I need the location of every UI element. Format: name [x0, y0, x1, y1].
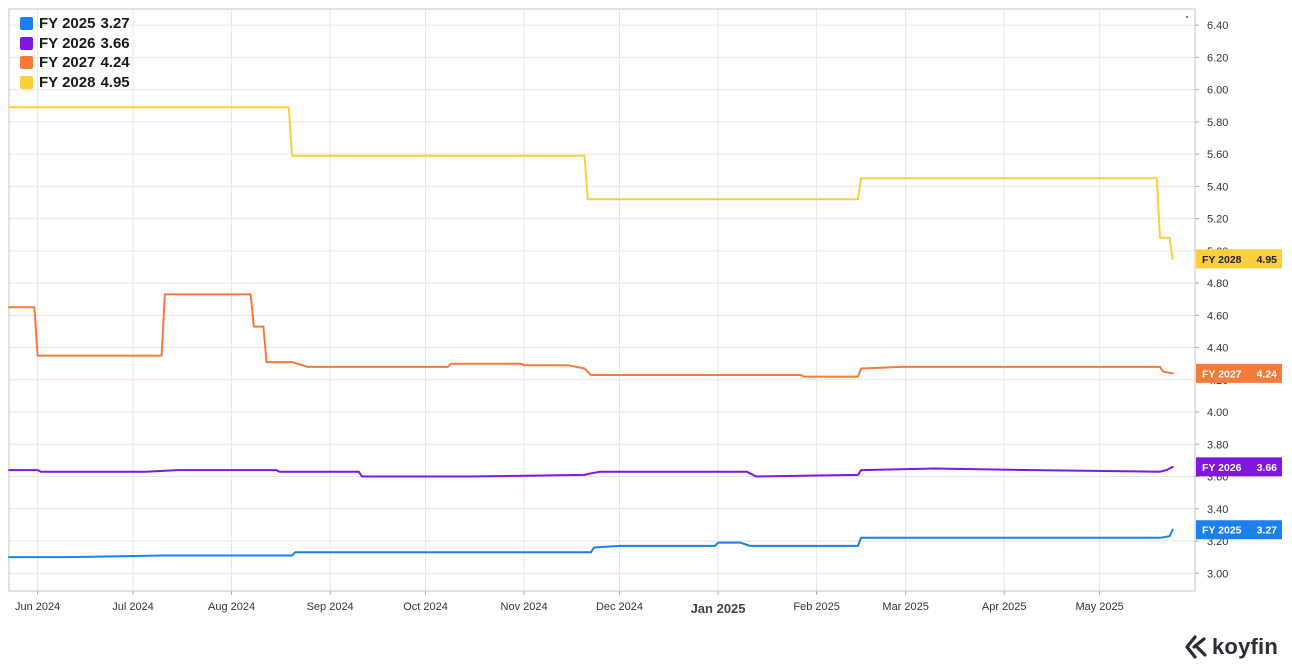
badge-series-name: FY 2027	[1202, 368, 1242, 380]
legend-swatch	[20, 75, 33, 89]
x-tick-label: Nov 2024	[501, 601, 548, 613]
badge-value: 3.27	[1257, 525, 1278, 537]
legend-label: FY 2026 3.66	[39, 34, 130, 52]
x-tick-label: Sep 2024	[307, 601, 354, 613]
badge-bg	[1196, 520, 1282, 540]
badge-bg	[1196, 249, 1282, 269]
koyfin-logo: koyfin	[1184, 634, 1278, 660]
y-tick-label: 5.80	[1207, 117, 1228, 129]
legend-swatch	[20, 36, 33, 50]
x-tick-label: Dec 2024	[596, 601, 643, 613]
y-tick-label: 3.80	[1207, 439, 1228, 451]
x-axis: Jun 2024 Jul 2024 Aug 2024 Sep 2024 Oct 2024…	[15, 591, 1124, 616]
x-tick-label: Apr 2025	[982, 601, 1027, 613]
corner-dot	[1186, 16, 1188, 18]
y-tick-label: 4.80	[1207, 278, 1228, 290]
last-value-badge: FY 2025 3.27	[1196, 520, 1282, 540]
gridlines	[9, 9, 1195, 591]
series-line-fy2025	[8, 528, 1174, 559]
y-tick-label: 6.00	[1207, 85, 1228, 97]
badge-series-name: FY 2028	[1202, 254, 1242, 266]
koyfin-mark-icon	[1185, 635, 1207, 659]
y-tick-label: 5.60	[1207, 149, 1228, 161]
x-tick-label: Oct 2024	[403, 601, 448, 613]
x-tick-label: Aug 2024	[208, 601, 255, 613]
plot-frame	[8, 8, 1196, 592]
y-axis: 3.003.203.403.603.804.004.204.404.604.80…	[1195, 20, 1228, 580]
badge-value: 4.24	[1257, 368, 1278, 380]
series-line-fy2026	[8, 465, 1174, 478]
badge-series-name: FY 2025	[1202, 525, 1242, 537]
last-value-badges: FY 2025 3.27 FY 2026 3.66 FY 2027 4.24 FY 2028…	[1196, 249, 1282, 540]
badge-value: 3.66	[1257, 462, 1278, 474]
last-value-badge: FY 2028 4.95	[1196, 249, 1282, 269]
y-tick-label: 4.60	[1207, 310, 1228, 322]
y-tick-label: 4.00	[1207, 407, 1228, 419]
series-line-fy2027	[8, 293, 1174, 378]
series-lines	[8, 106, 1174, 559]
series-line-fy2028	[8, 106, 1174, 260]
legend-label: FY 2027 4.24	[39, 54, 130, 72]
badge-series-name: FY 2026	[1202, 462, 1242, 474]
legend-item-fy2028[interactable]: FY 2028 4.95	[20, 73, 130, 93]
y-tick-label: 3.40	[1207, 504, 1228, 516]
legend-label: FY 2028 4.95	[39, 73, 130, 91]
y-tick-label: 6.20	[1207, 52, 1228, 64]
brand-name: koyfin	[1212, 634, 1278, 659]
x-tick-label: Feb 2025	[793, 601, 839, 613]
y-tick-label: 3.00	[1207, 568, 1228, 580]
legend-swatch	[20, 56, 33, 70]
legend: FY 2025 3.27 FY 2026 3.66 FY 2027 4.24 FY 2…	[20, 14, 130, 92]
last-value-badge: FY 2026 3.66	[1196, 457, 1282, 477]
x-tick-label: Jul 2024	[112, 601, 154, 613]
y-tick-label: 5.20	[1207, 214, 1228, 226]
last-value-badge: FY 2027 4.24	[1196, 363, 1282, 383]
legend-item-fy2026[interactable]: FY 2026 3.66	[20, 34, 130, 54]
legend-item-fy2027[interactable]: FY 2027 4.24	[20, 53, 130, 73]
legend-label: FY 2025 3.27	[39, 15, 130, 33]
y-tick-label: 6.40	[1207, 20, 1228, 32]
x-tick-label: Jun 2024	[15, 601, 60, 613]
x-tick-label: Jan 2025	[691, 601, 746, 616]
y-tick-label: 4.40	[1207, 343, 1228, 355]
x-tick-label: May 2025	[1075, 601, 1123, 613]
badge-bg	[1196, 363, 1282, 383]
legend-item-fy2025[interactable]: FY 2025 3.27	[20, 14, 130, 34]
legend-swatch	[20, 17, 33, 31]
badge-bg	[1196, 457, 1282, 477]
y-tick-label: 5.40	[1207, 181, 1228, 193]
badge-value: 4.95	[1257, 254, 1278, 266]
x-tick-label: Mar 2025	[882, 601, 928, 613]
